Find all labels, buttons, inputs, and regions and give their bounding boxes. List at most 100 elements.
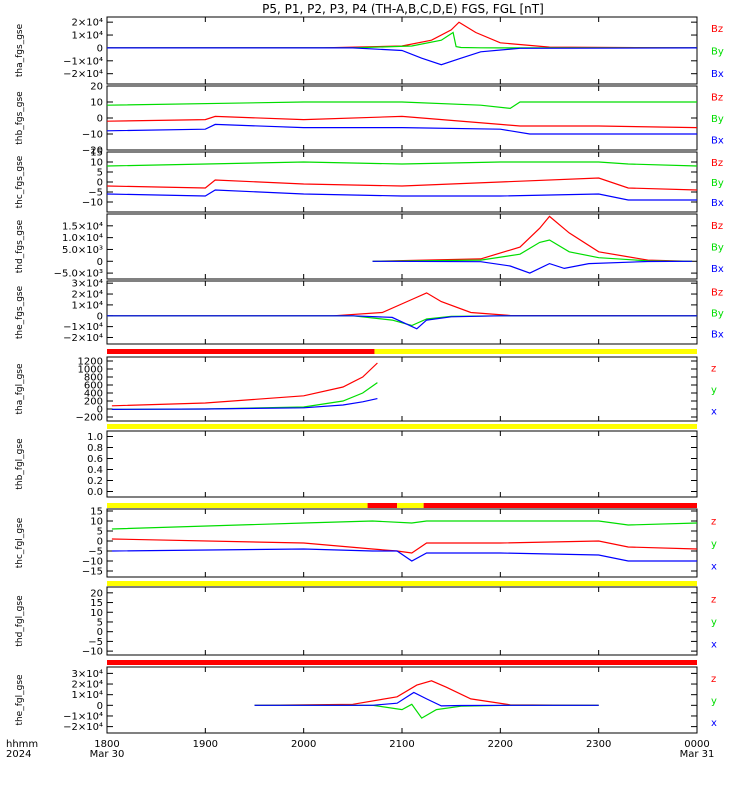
ytick-label: −5: [88, 547, 103, 558]
legend-entry-x: x: [711, 406, 717, 417]
series-line-bx: [106, 123, 697, 135]
ytick-label: 1200: [78, 357, 103, 368]
ytick-label: −1×10⁴: [63, 711, 103, 722]
ytick-label: 1.0: [87, 432, 103, 443]
panel-frame: [106, 356, 698, 422]
ytick-label: 1×10⁴: [72, 300, 103, 311]
time-axis-year-label: 2024: [6, 749, 31, 760]
ytick-label: 15: [90, 148, 103, 159]
panel-frame: [106, 151, 698, 213]
legend-entry-bz: Bz: [711, 288, 723, 299]
legend-entry-bx: Bx: [711, 69, 724, 80]
mode-bar-segment: [107, 581, 697, 586]
ytick-label: −10: [82, 557, 103, 568]
time-tick-label: 2000: [291, 739, 316, 750]
ytick-label: 5: [97, 617, 103, 628]
legend-entry-bz: Bz: [711, 221, 723, 232]
mode-bar-segment: [107, 349, 375, 354]
series-line-bx: [107, 47, 698, 66]
series-line-by: [107, 315, 697, 327]
ytick-label: 2×10⁴: [72, 18, 103, 29]
ytick-label: 10: [90, 517, 103, 528]
legend-entry-y: y: [711, 385, 717, 396]
ytick-label: 1.0×10⁴: [62, 233, 103, 244]
legend-entry-bz: Bz: [711, 158, 723, 169]
panel-frame: [106, 430, 698, 498]
ytick-label: −15: [82, 567, 103, 578]
ytick-label: 10: [90, 608, 103, 619]
series-line-bx: [372, 260, 693, 274]
legend-entry-y: y: [711, 696, 717, 707]
mode-bar-segment: [397, 503, 424, 508]
legend-entry-by: By: [711, 243, 724, 254]
ytick-label: 0: [97, 178, 103, 189]
panel-ylabel: tha_fgl_gse: [15, 363, 25, 415]
ytick-label: 0.8: [87, 443, 103, 454]
panel-frame: [106, 213, 698, 280]
ytick-label: 5.0×10³: [62, 245, 103, 256]
ytick-label: 0: [97, 114, 103, 125]
series-line-bx: [107, 315, 697, 330]
ytick-label: 15: [90, 598, 103, 609]
panel-frame: [106, 586, 698, 656]
time-tick-date-label: Mar 31: [680, 749, 715, 760]
time-tick-label: 1800: [94, 739, 119, 750]
series-line-z: [111, 362, 378, 407]
ytick-label: 5: [97, 527, 103, 538]
panel-ylabel: thc_fgl_gse: [15, 517, 25, 568]
series-line-y: [111, 520, 698, 530]
series-line-bz: [106, 177, 698, 191]
ytick-label: −200: [76, 413, 103, 424]
legend-entry-by: By: [711, 178, 724, 189]
legend-entry-by: By: [711, 114, 724, 125]
legend-entry-y: y: [711, 539, 717, 550]
ytick-label: 0: [97, 537, 103, 548]
ytick-label: 15: [90, 507, 103, 518]
ytick-label: 0: [97, 311, 103, 322]
ytick-label: 3×10⁴: [72, 279, 103, 290]
ytick-label: 1×10⁴: [72, 690, 103, 701]
series-line-x: [111, 398, 378, 410]
legend-entry-x: x: [711, 718, 717, 729]
ytick-label: 400: [84, 389, 103, 400]
ytick-label: 1×10⁴: [72, 31, 103, 42]
ytick-label: 2×10⁴: [72, 290, 103, 301]
ytick-label: −5.0×10³: [54, 269, 103, 280]
legend-entry-x: x: [711, 640, 717, 651]
ytick-label: −10: [82, 130, 103, 141]
time-tick-label: 2100: [389, 739, 414, 750]
ytick-label: 20: [90, 588, 103, 599]
legend-entry-z: z: [711, 674, 716, 685]
time-tick-label: 0000: [684, 739, 709, 750]
series-line-bz: [107, 292, 698, 317]
panel-frame: [106, 85, 698, 151]
series-line-y: [254, 703, 599, 719]
panel-frame: [106, 280, 698, 345]
mode-bar-segment: [367, 503, 398, 508]
series-line-bz: [107, 21, 698, 49]
panel-ylabel: thc_fgs_gse: [15, 155, 25, 208]
legend-entry-y: y: [711, 617, 717, 628]
ytick-label: −10: [82, 198, 103, 209]
series-line-bz: [106, 115, 698, 129]
panel-ylabel: the_fgs_gse: [15, 285, 25, 339]
series-line-x: [254, 691, 599, 707]
ytick-label: 0.2: [87, 476, 103, 487]
ytick-label: −5: [88, 188, 103, 199]
panel-ylabel: thb_fgs_gse: [15, 91, 25, 145]
ytick-label: −2×10⁴: [63, 333, 103, 344]
series-line-by: [106, 101, 697, 110]
ytick-label: −2×10⁴: [63, 722, 103, 733]
ytick-label: 200: [84, 397, 103, 408]
ytick-label: −20: [82, 146, 103, 157]
ytick-label: −2×10⁴: [63, 69, 103, 80]
legend-entry-bx: Bx: [711, 135, 724, 146]
ytick-label: 0.4: [87, 465, 103, 476]
panel-ylabel: tha_fgs_gse: [15, 23, 25, 77]
series-line-by: [107, 31, 697, 49]
ytick-label: 5: [97, 168, 103, 179]
ytick-label: 0: [97, 257, 103, 268]
ytick-label: 2×10⁴: [72, 680, 103, 691]
mode-bar-segment: [107, 660, 697, 665]
ytick-label: 0.6: [87, 454, 103, 465]
